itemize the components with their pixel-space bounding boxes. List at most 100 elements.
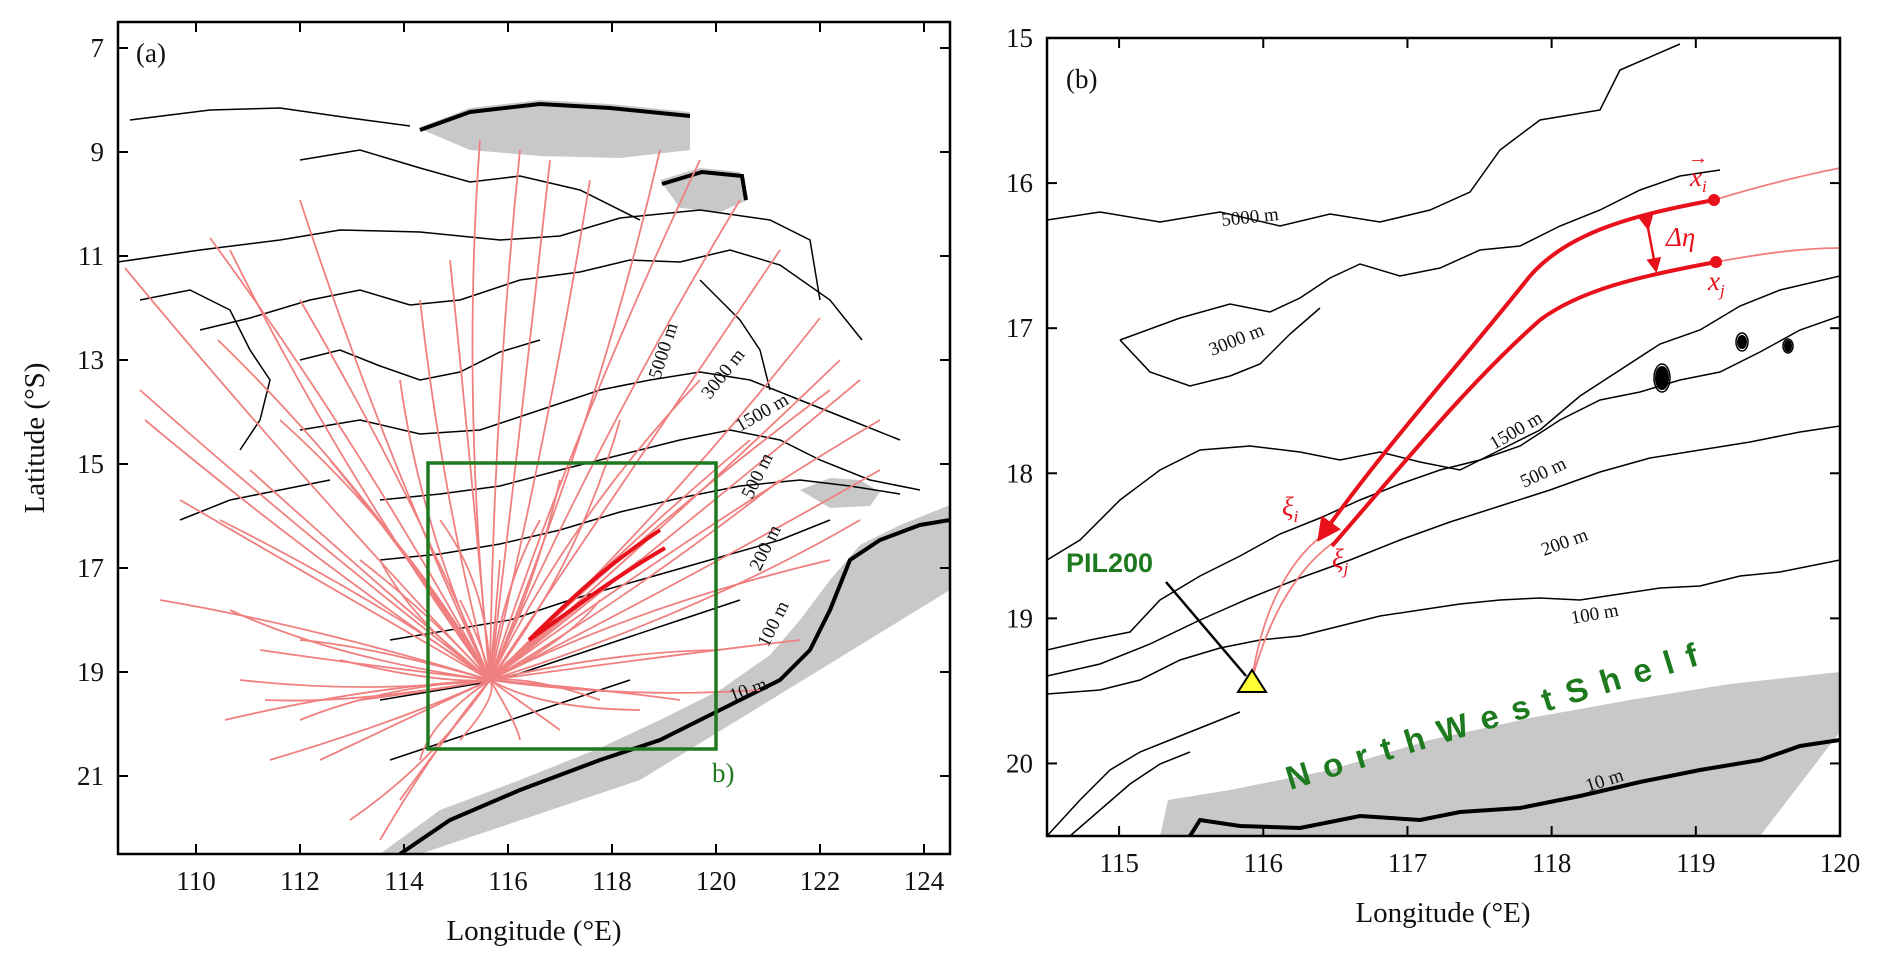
bathymetry-contours: [118, 107, 921, 761]
traj-b-i-ext: [1713, 167, 1840, 201]
trajectory-a: [379, 559, 491, 681]
trajectory-a: [489, 379, 701, 681]
seamount-1-fill: [1655, 366, 1669, 390]
x-tick-label-b: 119: [1676, 848, 1716, 878]
contour-100-b: [1047, 559, 1840, 695]
panel-a-frame: [116, 20, 952, 856]
trajectory-a: [229, 609, 491, 681]
trajectory-a: [329, 459, 491, 681]
land-shelf-b: [1160, 672, 1840, 836]
contour-1500-b: [1047, 275, 1840, 561]
trajectory-a: [489, 639, 801, 681]
station-label: PIL200: [1066, 548, 1153, 578]
contour-coarse-a2: [299, 149, 641, 221]
trajectory-a: [217, 339, 491, 681]
trajectory-a: [489, 519, 861, 681]
contour-shelf-a2: [389, 679, 631, 761]
x-tick-label-b: 120: [1820, 848, 1861, 878]
contour-detail-a1: [139, 289, 271, 451]
x-tick-label-a: 116: [488, 866, 528, 896]
y-tick-label-b: 15: [1006, 23, 1033, 53]
trajectory-a: [489, 199, 741, 681]
trajectory-a: [489, 679, 641, 711]
trajectory-a: [489, 599, 601, 681]
trajectory-a: [489, 479, 561, 681]
y-tick-label-a: 11: [78, 241, 104, 271]
trajectory-a: [489, 559, 501, 681]
contour-detail-a2: [299, 339, 541, 381]
x-tick-label-a: 114: [384, 866, 424, 896]
coastline-10m: [398, 518, 950, 854]
contour-5000-b: [1047, 43, 1681, 227]
contour-5000-a: [118, 209, 821, 301]
y-tick-label-a: 15: [77, 449, 104, 479]
clab-b-5000: 5000 m: [1220, 204, 1280, 231]
trajectory-a: [139, 389, 491, 681]
contour-200-b: [1047, 425, 1840, 677]
box-label: b): [712, 758, 735, 788]
seamount-3-fill: [1784, 340, 1792, 352]
clab-b-500: 500 m: [1517, 453, 1570, 492]
trajectory-a: [489, 479, 781, 681]
trajectory-a: [179, 499, 491, 681]
contour-detail-a4: [179, 479, 331, 521]
x-tick-label-b: 118: [1532, 848, 1572, 878]
clab-a-1500: 1500 m: [732, 389, 793, 436]
contour-1500-a: [299, 371, 901, 441]
panel-b: NorthWestShelf 5000 m 3000 m 1500 m 500 …: [1006, 23, 1860, 929]
trajectory-a: [209, 237, 491, 681]
station-marker: [1236, 668, 1268, 693]
contour-3000-b: [1119, 169, 1721, 341]
trajectory-a: [471, 139, 491, 681]
land-coast: [380, 505, 950, 854]
x-tick-label-b: 115: [1099, 848, 1139, 878]
highlight-traj-a-2: [527, 546, 667, 642]
panel-b-xlabel: Longitude (°E): [1355, 897, 1530, 929]
trajectory-a: [279, 419, 491, 681]
trajectory-a: [489, 679, 561, 731]
coast-thick: [398, 101, 950, 854]
trajectory-a: [489, 439, 751, 681]
y-tick-label-b: 20: [1006, 748, 1033, 778]
trajectory-a: [224, 679, 491, 721]
trajectories-b: [1251, 167, 1840, 681]
delta-eta-arrow: [1638, 214, 1662, 273]
trajectory-a: [299, 199, 491, 681]
panel-b-frame: [1045, 36, 1842, 838]
bathymetry-contours-b: [1047, 43, 1840, 836]
trajectory-a: [489, 678, 601, 701]
label-delta-eta: Δη: [1665, 222, 1695, 252]
x-tick-label-a: 110: [176, 866, 216, 896]
highlight-traj-b-j: [1330, 260, 1717, 548]
coastline-north: [419, 101, 691, 132]
trajectory-a: [489, 419, 881, 681]
trajectory-a: [359, 559, 491, 681]
x-tick-label-a: 112: [280, 866, 320, 896]
contour-inner-b2: [1069, 751, 1191, 836]
y-tick-label-a: 13: [77, 345, 104, 375]
trajectory-a: [489, 149, 661, 681]
traj-b-j: [1251, 537, 1341, 681]
arrow-xj: →: [1706, 251, 1726, 273]
x-tick-label-b: 117: [1388, 848, 1428, 878]
panel-b-label: (b): [1066, 64, 1097, 94]
highlight-traj-a-1: [527, 528, 662, 642]
trajectory-a: [459, 679, 493, 741]
trajectory-a: [489, 469, 881, 681]
seamount-1: [1653, 363, 1671, 393]
y-tick-label-b: 17: [1006, 313, 1033, 343]
trajectory-a: [489, 149, 521, 681]
contour-3000-lobe: [1119, 307, 1321, 387]
station-pointer: [1165, 581, 1247, 677]
highlight-traj-b-i: [1317, 198, 1715, 542]
trajectories-a: [124, 139, 881, 841]
x-tick-label-a: 124: [904, 866, 945, 896]
contour-coarse-a1: [129, 107, 411, 127]
trajectory-a: [299, 299, 491, 681]
panel-a-xlabel: Longitude (°E): [446, 915, 621, 947]
contour-200-a: [379, 479, 901, 561]
point-xi: [1708, 194, 1720, 206]
clab-b-200: 200 m: [1539, 524, 1592, 560]
trajectory-a: [419, 679, 491, 761]
trajectory-a: [489, 559, 831, 681]
